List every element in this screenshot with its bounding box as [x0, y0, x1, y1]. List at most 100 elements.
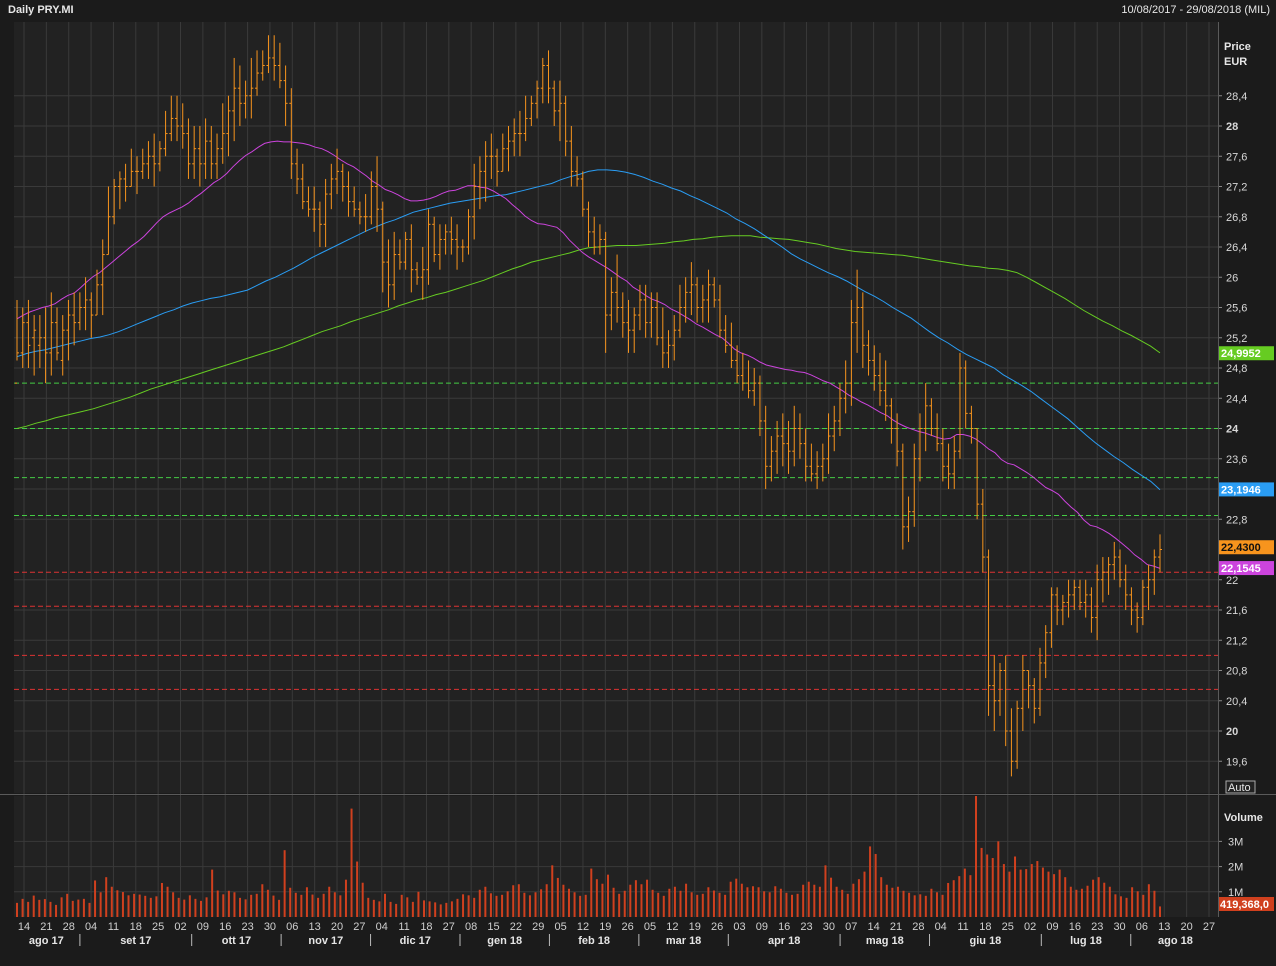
- volume-bar: [712, 890, 715, 917]
- day-tick-label: 06: [286, 921, 298, 933]
- volume-bar: [774, 886, 777, 917]
- day-tick-label: 07: [845, 921, 857, 933]
- volume-bar: [891, 887, 894, 917]
- volume-bar: [1159, 906, 1161, 917]
- ma-long-line: [16, 235, 1161, 429]
- volume-bar: [545, 884, 548, 917]
- volume-bar: [199, 900, 202, 917]
- price-tick-label: 28,4: [1226, 91, 1247, 103]
- volume-bar: [350, 808, 353, 917]
- volume-tick-label: 3M: [1228, 836, 1243, 848]
- volume-bar: [43, 899, 46, 917]
- volume-bar: [110, 886, 113, 917]
- volume-bar: [322, 893, 325, 917]
- price-tick-label: 24,4: [1226, 393, 1247, 405]
- day-tick-label: 27: [1203, 921, 1215, 933]
- volume-bar: [573, 892, 576, 917]
- volume-bar: [618, 893, 621, 917]
- volume-bar: [718, 892, 721, 917]
- volume-bar: [172, 892, 175, 917]
- price-tick-label: 20,4: [1226, 696, 1247, 708]
- price-badge-label: 23,1946: [1221, 484, 1261, 496]
- volume-bar: [1058, 869, 1061, 917]
- price-tick-label: 22,8: [1226, 514, 1247, 526]
- price-axis: 28,4 28 27,6 27,2 26,8 26,4 26 25,6 25,2 24,8 24,4…: [1218, 41, 1256, 794]
- day-tick-label: 04: [85, 921, 97, 933]
- volume-bar: [924, 895, 927, 917]
- day-tick-label: 25: [152, 921, 164, 933]
- volume-bar: [261, 884, 264, 917]
- volume-bar: [584, 894, 587, 917]
- day-tick-label: 03: [733, 921, 745, 933]
- volume-bar: [506, 891, 509, 917]
- volume-bar: [233, 892, 236, 917]
- day-tick-label: 20: [331, 921, 343, 933]
- volume-bar: [127, 895, 130, 917]
- volume-bar: [824, 865, 827, 917]
- volume-bar: [278, 899, 281, 917]
- volume-bar: [289, 887, 292, 917]
- volume-bar: [874, 853, 877, 917]
- volume-bar: [305, 887, 308, 917]
- volume-bar: [428, 901, 431, 917]
- volume-bar: [679, 890, 682, 917]
- price-badge-label: 22,4300: [1221, 542, 1261, 554]
- volume-bar: [662, 895, 665, 917]
- volume-bar: [417, 891, 420, 917]
- day-tick-label: 11: [957, 921, 968, 933]
- volume-bar: [690, 892, 693, 917]
- volume-bar: [1080, 888, 1083, 917]
- volume-bar: [634, 880, 637, 917]
- day-tick-label: 27: [443, 921, 455, 933]
- volume-bar: [1092, 879, 1095, 917]
- volume-bar: [155, 896, 158, 917]
- volume-bar: [857, 879, 860, 917]
- volume-bar: [813, 884, 816, 917]
- volume-bar: [450, 901, 453, 917]
- volume-bar: [517, 884, 520, 917]
- volume-bar: [1002, 864, 1005, 917]
- volume-bar: [66, 893, 69, 917]
- volume-bar: [294, 892, 297, 917]
- volume-bar: [991, 858, 994, 917]
- price-tick-label: 20: [1226, 726, 1238, 738]
- volume-bar: [283, 850, 286, 917]
- volume-bar: [751, 886, 754, 917]
- volume-bar: [623, 890, 626, 917]
- price-tick-label: 26,4: [1226, 242, 1247, 254]
- volume-bar: [852, 883, 855, 917]
- day-tick-label: 14: [18, 921, 30, 933]
- day-tick-label: 23: [1091, 921, 1103, 933]
- volume-bar: [534, 892, 537, 917]
- month-label: apr 18: [768, 935, 800, 947]
- volume-bar: [339, 895, 342, 917]
- day-tick-label: 29: [532, 921, 544, 933]
- month-label: ago 18: [1158, 935, 1193, 947]
- day-tick-label: 02: [1024, 921, 1036, 933]
- volume-bar: [640, 884, 643, 917]
- volume-bar: [1036, 861, 1039, 917]
- auto-scale-box: [1225, 780, 1256, 794]
- day-tick-label: 02: [174, 921, 186, 933]
- volume-bar: [646, 879, 649, 917]
- volume-bar: [818, 886, 821, 917]
- volume-bar: [138, 894, 141, 917]
- volume-bar: [863, 871, 866, 917]
- volume-bar: [1041, 867, 1044, 917]
- volume-bar: [830, 877, 833, 917]
- volume-bar: [1014, 856, 1017, 917]
- month-label: ott 17: [222, 935, 251, 947]
- volume-bar: [835, 886, 838, 917]
- volume-bar: [880, 877, 883, 917]
- day-tick-label: 05: [554, 921, 566, 933]
- volume-bar: [160, 882, 163, 917]
- volume-bar: [49, 901, 52, 917]
- volume-bar: [16, 902, 18, 917]
- volume-bar: [423, 900, 426, 917]
- day-tick-label: 30: [264, 921, 276, 933]
- volume-bar: [707, 887, 710, 917]
- volume-bar: [1047, 871, 1050, 917]
- volume-bar: [919, 894, 922, 917]
- price-axis-title: Price: [1224, 41, 1251, 53]
